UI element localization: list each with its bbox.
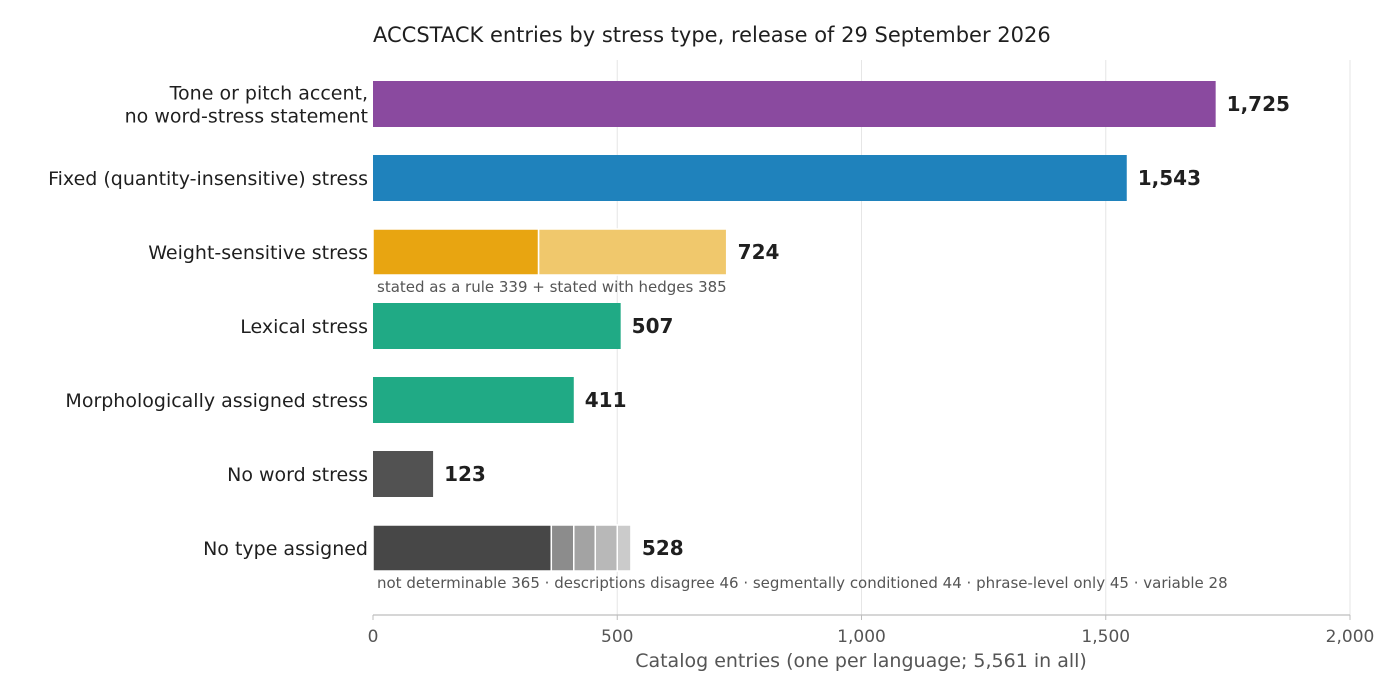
x-tick-label: 1,000	[837, 627, 886, 647]
value-label: 411	[585, 388, 627, 412]
bar-segment	[372, 228, 540, 276]
x-tick-label: 500	[601, 627, 633, 647]
value-label: 123	[444, 462, 486, 486]
x-tick-label: 1,500	[1081, 627, 1130, 647]
value-label: 507	[632, 314, 674, 338]
x-tick-label: 2,000	[1326, 627, 1375, 647]
category-label: No word stress	[227, 464, 368, 486]
bar-segment	[372, 524, 553, 572]
x-axis-label: Catalog entries (one per language; 5,561…	[635, 650, 1087, 672]
chart-title: ACCSTACK entries by stress type, release…	[373, 23, 1051, 47]
bar	[373, 303, 621, 349]
category-label: Weight-sensitive stress	[148, 242, 368, 264]
x-tick-labels: 0 500 1,000 1,500 2,000	[368, 615, 1375, 647]
category-label: Tone or pitch accent,	[169, 83, 368, 105]
value-label: 528	[642, 536, 684, 560]
category-label: Lexical stress	[240, 316, 368, 338]
segment-notes: stated as a rule 339 + stated with hedge…	[377, 278, 1228, 592]
value-labels: 1,725 1,543 724 507 411 123 528	[444, 92, 1290, 560]
bar	[373, 155, 1127, 201]
bar	[373, 377, 574, 423]
bar-segment	[550, 524, 575, 572]
grid-lines	[616, 60, 1351, 615]
category-label: Morphologically assigned stress	[65, 390, 368, 412]
bar-segment	[594, 524, 619, 572]
segment-note: stated as a rule 339 + stated with hedge…	[377, 278, 727, 296]
value-label: 1,543	[1138, 166, 1201, 190]
bar-segment	[573, 524, 597, 572]
bar	[373, 451, 434, 497]
bar-segment	[537, 228, 728, 276]
category-label: No type assigned	[203, 538, 368, 560]
category-labels: Tone or pitch accent,no word-stress stat…	[48, 83, 368, 561]
x-tick-label: 0	[368, 627, 379, 647]
bar-segment	[616, 524, 632, 572]
value-label: 1,725	[1227, 92, 1290, 116]
category-label: no word-stress statement	[125, 106, 368, 128]
bar	[373, 81, 1216, 127]
value-label: 724	[738, 240, 780, 264]
segment-note: not determinable 365 · descriptions disa…	[377, 574, 1228, 592]
bars	[372, 81, 1216, 572]
category-label: Fixed (quantity-insensitive) stress	[48, 168, 368, 190]
